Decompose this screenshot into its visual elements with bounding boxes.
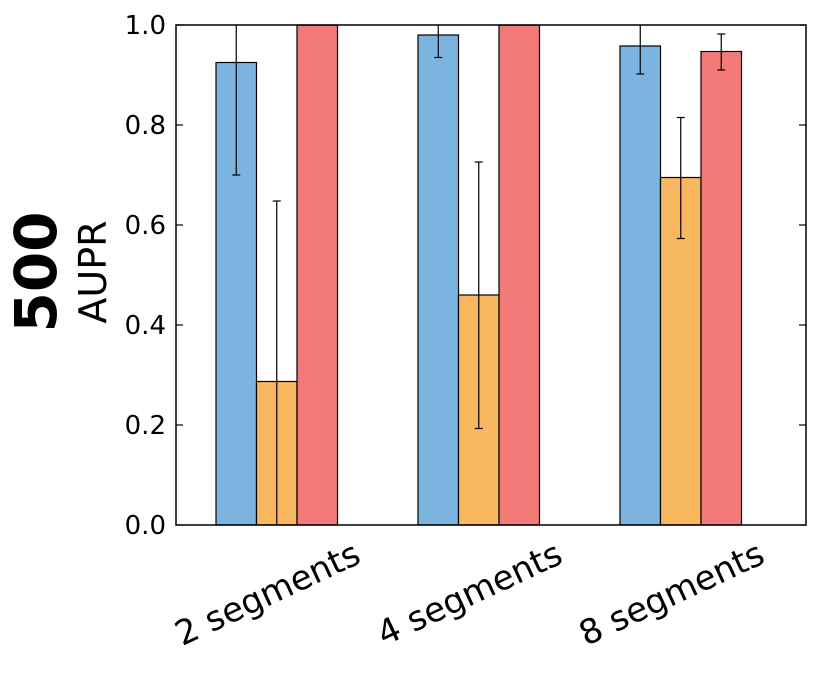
bar-series-blue-1 <box>417 34 460 526</box>
error-bars-layer <box>232 25 726 525</box>
plot-frame <box>175 24 807 526</box>
bars-layer <box>215 24 743 526</box>
y-tick-label: 0.4 <box>125 311 166 341</box>
bar-series-red-0 <box>296 24 339 526</box>
bar-series-red-2 <box>700 50 743 526</box>
x-tick-label: 4 segments <box>371 534 569 654</box>
y-axis-ticks: 0.0 0.2 0.4 0.6 0.8 1.0 <box>125 11 806 541</box>
bar-series-blue-2 <box>619 45 662 526</box>
panel-label: 500 <box>2 211 70 332</box>
x-axis-labels: 2 segments 4 segments 8 segments <box>169 534 771 654</box>
y-axis-label: AUPR <box>71 220 115 323</box>
y-tick-label: 0.6 <box>125 211 166 241</box>
bar-series-red-1 <box>498 24 541 526</box>
x-tick-label: 2 segments <box>169 534 367 654</box>
x-tick-label: 8 segments <box>573 534 771 654</box>
y-tick-label: 1.0 <box>125 11 166 41</box>
y-tick-label: 0.2 <box>125 411 166 441</box>
y-tick-label: 0.8 <box>125 111 166 141</box>
y-tick-label: 0.0 <box>125 511 166 541</box>
